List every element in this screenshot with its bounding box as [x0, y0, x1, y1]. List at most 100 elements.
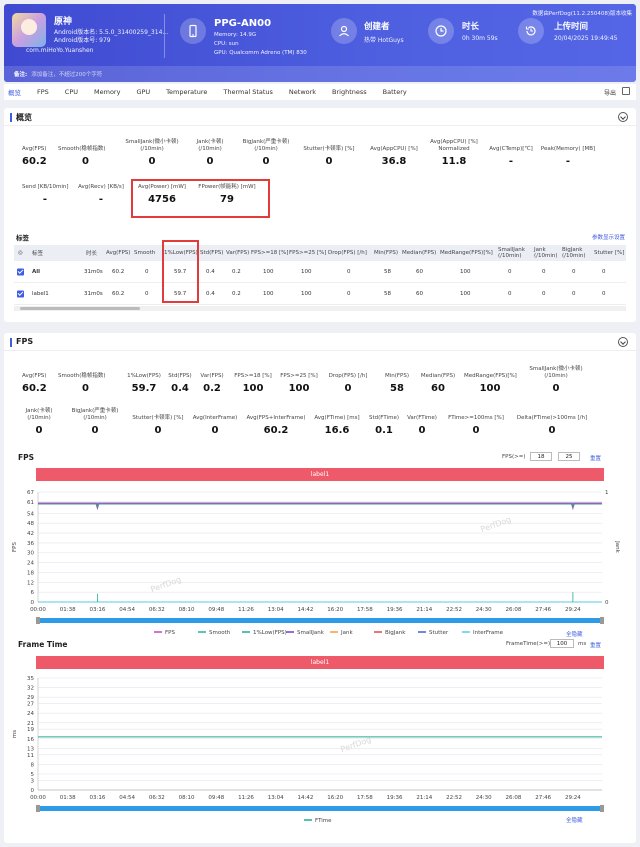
device-gpu: GPU: Qualcomm Adreno (TM) 830	[214, 50, 307, 56]
fps-label-bar[interactable]: label1	[36, 468, 604, 481]
ov-metric-smalljank: SmallJank(微小卡顿) (/10min) 0	[125, 139, 179, 167]
x-tick-label: 08:10	[179, 607, 195, 613]
frametime-threshold-input[interactable]: 100	[550, 639, 574, 648]
tab-network[interactable]: Network	[288, 88, 317, 96]
creator-value: 热带 HotGuys	[364, 37, 404, 44]
row-name: All	[32, 268, 41, 275]
x-tick-label: 22:52	[446, 607, 462, 613]
series-line-1-low-fps-	[38, 503, 602, 509]
row-cell: 0.2	[232, 268, 241, 275]
export-icon[interactable]	[622, 87, 630, 95]
upload-value: 20/04/2025 19:49:45	[554, 35, 618, 42]
overview-title: 概览	[16, 113, 32, 122]
fps-threshold-input-a[interactable]: 18	[530, 452, 552, 461]
tab-memory[interactable]: Memory	[94, 88, 121, 96]
th-1low: 1%Low(FPS)	[164, 250, 198, 256]
y2-tick-label: 1	[605, 490, 609, 496]
fps-metric-ftime-100: FTime>=100ms [%] 0	[448, 415, 504, 436]
th-median: Median(FPS)	[402, 250, 437, 256]
table-row[interactable]: label1 31m0s 60.2 0 59.7 0.4 0.2 100 100…	[14, 283, 626, 305]
tab-thermal-status[interactable]: Thermal Status	[223, 88, 273, 96]
row-checkbox[interactable]	[17, 268, 24, 275]
fps-chart[interactable]: 0 6 12 18 24 30 36 42 48 54 61 67 00:00 01:38 03:16 04:…	[4, 484, 636, 644]
row-cell: 0	[508, 290, 512, 297]
device-cpu: CPU: sun	[214, 41, 239, 47]
y2-axis-label: Jank	[614, 540, 620, 553]
x-tick-label: 14:42	[298, 607, 314, 613]
table-row[interactable]: All 31m0s 60.2 0 59.7 0.4 0.2 100 100 0 …	[14, 261, 626, 283]
y2-tick-label: 0	[605, 600, 609, 606]
row-cell: 0	[602, 268, 606, 275]
fps-metric-25: FPS>=25 [%] 100	[280, 373, 318, 394]
fps-metric-interframe: Avg(InterFrame) 0	[192, 415, 238, 436]
y-tick-label: 48	[27, 521, 34, 527]
tab-overview[interactable]: 概览	[8, 89, 21, 97]
row-cell: 0.4	[206, 268, 215, 275]
param-settings-link[interactable]: 参数显示设置	[592, 235, 626, 241]
app-name: 原神	[54, 17, 73, 27]
row-cell: 0	[572, 290, 576, 297]
fps-metric-bigjank: BigJank(严重卡顿) (/10min) 0	[71, 408, 119, 436]
tab-fps[interactable]: FPS	[37, 88, 49, 96]
overview-header: 概览	[4, 108, 636, 126]
frametime-reset-link[interactable]: 重置	[590, 643, 602, 649]
fps-metric-18: FPS>=18 [%] 100	[234, 373, 272, 394]
x-tick-label: 26:08	[506, 607, 522, 613]
fps-metric-1low: 1%Low(FPS) 59.7	[127, 373, 161, 394]
y-axis-label: ms	[12, 730, 18, 738]
row-cell: 0	[572, 268, 576, 275]
fps-metric-avg: Avg(FPS) 60.2	[22, 373, 47, 394]
y-tick-label: 32	[27, 686, 34, 692]
tab-temperature[interactable]: Temperature	[166, 88, 208, 96]
fps-reset-link[interactable]: 重置	[590, 456, 602, 462]
x-tick-label: 24:30	[476, 607, 492, 613]
fps-metric-delta-ftime: Delta(FTime)>100ms [/h] 0	[516, 415, 588, 436]
y-tick-label: 36	[27, 541, 34, 547]
fps-metric-var: Var(FPS) 0.2	[200, 373, 224, 394]
row-checkbox[interactable]	[17, 290, 24, 297]
slider-handle-left	[36, 805, 40, 812]
eye-icon[interactable]: ◎	[18, 250, 23, 256]
y-tick-label: 3	[31, 778, 35, 784]
row-cell: 59.7	[174, 268, 187, 275]
x-tick-label: 27:46	[535, 607, 551, 613]
th-avg-fps: Avg(FPS)	[106, 250, 131, 256]
app-icon	[12, 13, 46, 47]
fps-metric-stutter: Stutter(卡顿率) [%] 0	[132, 415, 184, 436]
x-tick-label: 29:24	[565, 795, 581, 801]
collapse-icon[interactable]	[618, 337, 628, 347]
x-tick-label: 16:20	[327, 607, 343, 613]
remark-bar[interactable]: 备注: 添加备注，不超过200个字符	[4, 66, 636, 82]
tab-battery[interactable]: Battery	[382, 88, 407, 96]
frametime-hide-all-link[interactable]: 全隐藏	[566, 818, 583, 824]
tab-gpu[interactable]: GPU	[136, 88, 151, 96]
collapse-icon[interactable]	[618, 112, 628, 122]
ov-metric-smooth: Smooth(稳帧指数) 0	[58, 146, 106, 167]
highlight-1low-box	[162, 240, 199, 303]
row-cell: 100	[460, 290, 471, 297]
fps-metric-std: Std(FPS) 0.4	[168, 373, 192, 394]
th-std: Std(FPS)	[200, 250, 224, 256]
export-button[interactable]: 导出	[603, 90, 616, 97]
x-tick-label: 14:42	[298, 795, 314, 801]
y-tick-label: 0	[31, 600, 35, 606]
y-tick-label: 19	[27, 727, 34, 733]
y-tick-label: 67	[27, 490, 34, 496]
fps-metric-fps-interframe: Avg(FPS+InterFrame) 60.2	[246, 415, 306, 436]
fps-hide-all-link[interactable]: 全隐藏	[566, 632, 583, 638]
th-jank: Jank (/10min)	[534, 247, 558, 259]
overview-card: 概览	[4, 108, 636, 322]
ov-metric-stutter: Stutter(卡顿率) [%] 0	[303, 146, 355, 167]
fps-threshold-input-b[interactable]: 25	[558, 452, 580, 461]
header-divider	[164, 14, 165, 58]
tab-brightness[interactable]: Brightness	[332, 88, 367, 96]
row-cell: 58	[384, 290, 391, 297]
tab-cpu[interactable]: CPU	[64, 88, 79, 96]
th-bigjank: BigJank (/10min)	[562, 247, 586, 259]
remark-input[interactable]: 添加备注，不超过200个字符	[31, 72, 103, 78]
y-axis-label: FPS	[12, 542, 18, 552]
x-tick-label: 01:38	[60, 795, 76, 801]
table-scrollbar[interactable]	[14, 306, 626, 311]
frametime-label-bar[interactable]: label1	[36, 656, 604, 669]
